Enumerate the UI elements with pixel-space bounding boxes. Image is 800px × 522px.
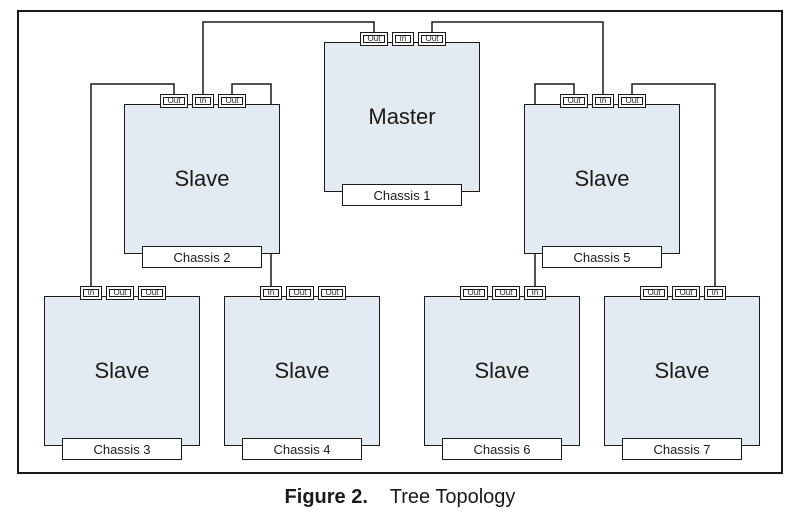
port-out: Out	[560, 94, 588, 108]
diagram-frame: MasterOutInOutChassis 1SlaveOutInOutChas…	[17, 10, 783, 474]
port-out: Out	[360, 32, 388, 46]
node-c3: SlaveInOutOutChassis 3	[44, 286, 200, 456]
port-label: Out	[463, 289, 485, 297]
port-label: Out	[289, 289, 311, 297]
chassis-label: Chassis 1	[342, 184, 462, 206]
port-label: Out	[675, 289, 697, 297]
node-c1: MasterOutInOutChassis 1	[324, 32, 480, 202]
chassis-label: Chassis 6	[442, 438, 562, 460]
port-out: Out	[640, 286, 668, 300]
figure-title: Tree Topology	[390, 486, 516, 508]
port-out: Out	[618, 94, 646, 108]
port-label: In	[263, 289, 279, 297]
chassis-label: Chassis 4	[242, 438, 362, 460]
node-body: Slave	[224, 296, 380, 446]
port-out: Out	[138, 286, 166, 300]
port-out: Out	[318, 286, 346, 300]
port-in: In	[392, 32, 414, 46]
port-label: Out	[495, 289, 517, 297]
port-out: Out	[460, 286, 488, 300]
port-label: In	[395, 35, 411, 43]
port-label: Out	[163, 97, 185, 105]
figure-label: Figure 2.	[285, 486, 368, 508]
port-out: Out	[492, 286, 520, 300]
port-out: Out	[286, 286, 314, 300]
node-c2: SlaveOutInOutChassis 2	[124, 94, 280, 264]
port-label: Out	[141, 289, 163, 297]
port-label: Out	[109, 289, 131, 297]
chassis-label: Chassis 5	[542, 246, 662, 268]
node-body: Slave	[524, 104, 680, 254]
node-body: Slave	[44, 296, 200, 446]
port-out: Out	[418, 32, 446, 46]
port-label: In	[595, 97, 611, 105]
chassis-label: Chassis 7	[622, 438, 742, 460]
port-label: Out	[363, 35, 385, 43]
port-in: In	[192, 94, 214, 108]
port-label: In	[195, 97, 211, 105]
figure-caption: Figure 2. Tree Topology	[0, 486, 800, 509]
chassis-label: Chassis 3	[62, 438, 182, 460]
node-c4: SlaveInOutOutChassis 4	[224, 286, 380, 456]
node-c6: SlaveOutOutInChassis 6	[424, 286, 580, 456]
port-out: Out	[106, 286, 134, 300]
port-label: Out	[643, 289, 665, 297]
port-in: In	[592, 94, 614, 108]
node-body: Slave	[124, 104, 280, 254]
node-c7: SlaveOutOutInChassis 7	[604, 286, 760, 456]
port-label: Out	[421, 35, 443, 43]
port-in: In	[260, 286, 282, 300]
port-out: Out	[218, 94, 246, 108]
port-out: Out	[160, 94, 188, 108]
port-in: In	[704, 286, 726, 300]
port-label: Out	[321, 289, 343, 297]
node-body: Master	[324, 42, 480, 192]
port-label: In	[83, 289, 99, 297]
node-body: Slave	[604, 296, 760, 446]
port-label: In	[707, 289, 723, 297]
port-label: Out	[221, 97, 243, 105]
port-out: Out	[672, 286, 700, 300]
port-label: Out	[621, 97, 643, 105]
port-in: In	[80, 286, 102, 300]
node-body: Slave	[424, 296, 580, 446]
chassis-label: Chassis 2	[142, 246, 262, 268]
port-in: In	[524, 286, 546, 300]
port-label: In	[527, 289, 543, 297]
port-label: Out	[563, 97, 585, 105]
node-c5: SlaveOutInOutChassis 5	[524, 94, 680, 264]
